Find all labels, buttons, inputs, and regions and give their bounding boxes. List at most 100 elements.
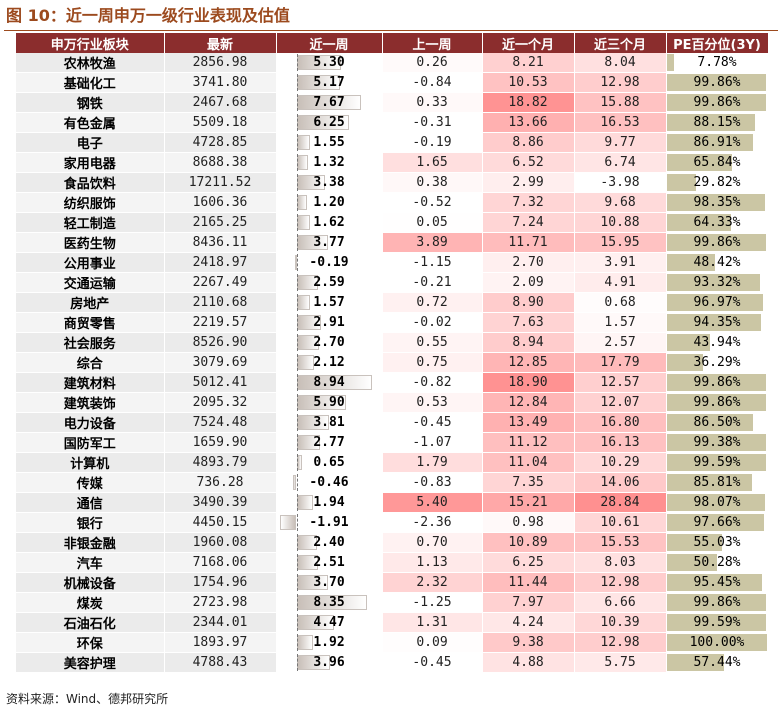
month-return: 7.97 bbox=[482, 592, 575, 613]
week-return-bar bbox=[296, 195, 307, 210]
zero-axis-line bbox=[296, 154, 298, 171]
month-return: 13.49 bbox=[482, 412, 575, 433]
week-return-label: 2.12 bbox=[313, 355, 345, 370]
week-return-cell: 2.59 bbox=[276, 272, 383, 293]
month-return: 10.53 bbox=[482, 72, 575, 93]
pe-percentile-bar bbox=[666, 74, 767, 91]
month-return: 12.84 bbox=[482, 392, 575, 413]
week-return-label: 8.35 bbox=[313, 595, 345, 610]
pe-percentile-label: 64.33% bbox=[693, 215, 741, 230]
three-month-return: 12.98 bbox=[574, 72, 667, 93]
zero-axis-line bbox=[296, 514, 298, 531]
zero-axis-line bbox=[296, 214, 298, 231]
table-row: 建筑材料 5012.41 8.94 -0.82 18.90 12.57 99.86% bbox=[16, 372, 769, 393]
pe-percentile-label: 36.29% bbox=[693, 355, 741, 370]
three-month-return: 12.57 bbox=[574, 372, 667, 393]
pe-percentile-bar bbox=[666, 554, 717, 571]
pe-percentile-bar bbox=[666, 114, 755, 131]
pe-percentile-cell: 95.45% bbox=[666, 572, 769, 593]
week-return-bar bbox=[292, 475, 297, 490]
pe-percentile-label: 88.15% bbox=[693, 115, 741, 130]
pe-percentile-bar bbox=[666, 394, 767, 411]
zero-axis-line bbox=[296, 634, 298, 651]
pe-percentile-cell: 55.03% bbox=[666, 532, 769, 553]
prev-week-return: -0.83 bbox=[382, 472, 483, 493]
table-row: 石油石化 2344.01 4.47 1.31 4.24 10.39 99.59% bbox=[16, 612, 769, 633]
week-return-label: 5.17 bbox=[313, 75, 345, 90]
week-return-cell: 4.47 bbox=[276, 612, 383, 633]
table-row: 非银金融 1960.08 2.40 0.70 10.89 15.53 55.03% bbox=[16, 532, 769, 553]
three-month-return: 6.74 bbox=[574, 152, 667, 173]
latest-index: 17211.52 bbox=[164, 172, 277, 193]
pe-percentile-label: 86.50% bbox=[693, 415, 741, 430]
month-return: 7.24 bbox=[482, 212, 575, 233]
pe-percentile-cell: 48.42% bbox=[666, 252, 769, 273]
pe-percentile-bar bbox=[666, 234, 767, 251]
pe-percentile-cell: 99.86% bbox=[666, 92, 769, 113]
week-return-label: 4.47 bbox=[313, 615, 345, 630]
zero-axis-line bbox=[296, 554, 298, 571]
table-body: 农林牧渔 2856.98 5.30 0.26 8.21 8.04 7.78% 基础化工 3741… bbox=[16, 53, 769, 673]
month-return: 11.71 bbox=[482, 232, 575, 253]
industry-name: 交通运输 bbox=[16, 272, 165, 293]
pe-percentile-label: 95.45% bbox=[693, 575, 741, 590]
week-return-label: 2.51 bbox=[313, 555, 345, 570]
table-row: 医药生物 8436.11 3.77 3.89 11.71 15.95 99.86% bbox=[16, 232, 769, 253]
table-row: 建筑装饰 2095.32 5.90 0.53 12.84 12.07 99.86% bbox=[16, 392, 769, 413]
latest-index: 4728.85 bbox=[164, 132, 277, 153]
week-return-label: -1.91 bbox=[309, 515, 349, 530]
table-row: 房地产 2110.68 1.57 0.72 8.90 0.68 96.97% bbox=[16, 292, 769, 313]
industry-name: 石油石化 bbox=[16, 612, 165, 633]
week-return-label: 1.57 bbox=[313, 295, 345, 310]
three-month-return: 28.84 bbox=[574, 492, 667, 513]
week-return-cell: 5.90 bbox=[276, 392, 383, 413]
week-return-cell: 2.77 bbox=[276, 432, 383, 453]
three-month-return: 5.75 bbox=[574, 652, 667, 673]
prev-week-return: 0.53 bbox=[382, 392, 483, 413]
week-return-bar bbox=[296, 635, 313, 650]
zero-axis-line bbox=[296, 494, 298, 511]
pe-percentile-cell: 97.66% bbox=[666, 512, 769, 533]
prev-week-return: -1.07 bbox=[382, 432, 483, 453]
industry-name: 计算机 bbox=[16, 452, 165, 473]
zero-axis-line bbox=[296, 534, 298, 551]
zero-axis-line bbox=[296, 194, 298, 211]
table-row: 美容护理 4788.43 3.96 -0.45 4.88 5.75 57.44% bbox=[16, 652, 769, 673]
pe-percentile-bar bbox=[666, 534, 722, 551]
latest-index: 8436.11 bbox=[164, 232, 277, 253]
week-return-label: 3.81 bbox=[313, 415, 345, 430]
pe-percentile-bar bbox=[666, 354, 703, 371]
table-row: 银行 4450.15 -1.91 -2.36 0.98 10.61 97.66% bbox=[16, 512, 769, 533]
prev-week-return: -0.31 bbox=[382, 112, 483, 133]
month-return: 8.94 bbox=[482, 332, 575, 353]
table-row: 传媒 736.28 -0.46 -0.83 7.35 14.06 85.81% bbox=[16, 472, 769, 493]
table-row: 家用电器 8688.38 1.32 1.65 6.52 6.74 65.84% bbox=[16, 152, 769, 173]
industry-name: 建筑材料 bbox=[16, 372, 165, 393]
column-header: 近一个月 bbox=[482, 33, 575, 53]
industry-name: 基础化工 bbox=[16, 72, 165, 93]
pe-percentile-cell: 88.15% bbox=[666, 112, 769, 133]
latest-index: 2418.97 bbox=[164, 252, 277, 273]
zero-axis-line bbox=[296, 654, 298, 671]
latest-index: 2723.98 bbox=[164, 592, 277, 613]
latest-index: 736.28 bbox=[164, 472, 277, 493]
table-row: 轻工制造 2165.25 1.62 0.05 7.24 10.88 64.33% bbox=[16, 212, 769, 233]
week-return-label: 0.65 bbox=[313, 455, 345, 470]
week-return-label: 2.77 bbox=[313, 435, 345, 450]
prev-week-return: -0.21 bbox=[382, 272, 483, 293]
pe-percentile-bar bbox=[666, 594, 767, 611]
pe-percentile-bar bbox=[666, 94, 767, 111]
month-return: 2.09 bbox=[482, 272, 575, 293]
week-return-cell: 2.70 bbox=[276, 332, 383, 353]
zero-axis-line bbox=[296, 454, 298, 471]
zero-axis-line bbox=[296, 474, 298, 491]
pe-percentile-bar bbox=[666, 314, 761, 331]
pe-percentile-cell: 99.59% bbox=[666, 612, 769, 633]
zero-axis-line bbox=[296, 314, 298, 331]
prev-week-return: 0.70 bbox=[382, 532, 483, 553]
month-return: 2.70 bbox=[482, 252, 575, 273]
latest-index: 7168.06 bbox=[164, 552, 277, 573]
prev-week-return: 1.79 bbox=[382, 452, 483, 473]
month-return: 8.86 bbox=[482, 132, 575, 153]
week-return-label: 1.94 bbox=[313, 495, 345, 510]
